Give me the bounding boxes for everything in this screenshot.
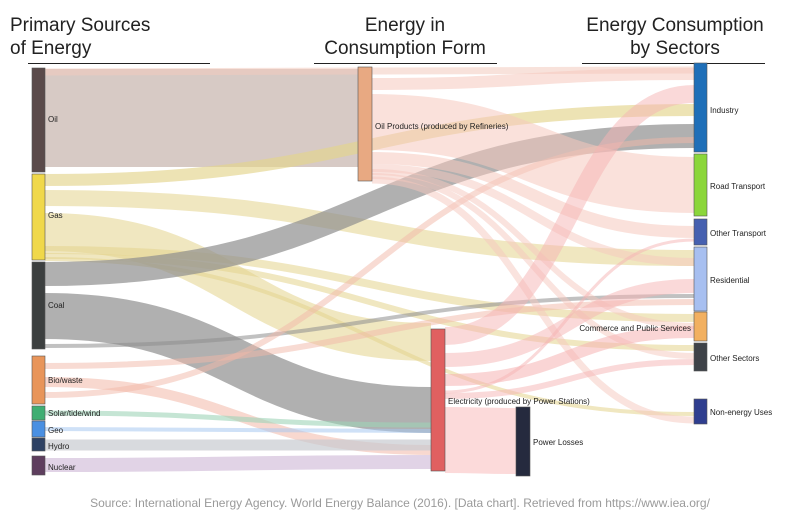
- header-form-line-1: Energy in: [364, 15, 446, 36]
- node-nonenergy: [693, 398, 708, 425]
- flow-oilproducts-to-road: [371, 94, 695, 213]
- labels-layer: Oil Gas Coal Bio/waste Solar/tide/wind Geo Hyd…: [48, 106, 772, 472]
- flow-electricity-to-residential: [444, 279, 695, 367]
- node-label-geo: Geo: [48, 426, 64, 435]
- flow-oilproducts-to-othertransport: [371, 152, 695, 238]
- node-coal: [31, 261, 46, 350]
- node-othertransport: [693, 218, 708, 246]
- flow-electricity-to-losses: [444, 407, 517, 474]
- node-electricity: [430, 328, 446, 472]
- node-oilproducts: [357, 66, 373, 182]
- node-biowaste: [31, 355, 46, 405]
- flow-gas-to-residential: [44, 190, 695, 266]
- node-label-industry: Industry: [710, 106, 738, 115]
- node-gas: [31, 173, 46, 261]
- node-losses: [515, 406, 531, 477]
- node-label-electricity: Electricity (produced by Power Stations): [448, 397, 590, 406]
- flow-oilproducts-to-commerce: [371, 169, 695, 329]
- flow-electricity-to-othertransport: [444, 238, 695, 394]
- node-label-hydro: Hydro: [48, 442, 70, 451]
- node-nuclear: [31, 455, 46, 476]
- header-primary-line-1: Primary Sources: [10, 15, 151, 36]
- node-label-oilproducts: Oil Products (produced by Refineries): [375, 122, 509, 131]
- node-industry: [693, 62, 708, 153]
- flow-oilproducts-to-residential: [371, 164, 695, 266]
- nodes-layer: [31, 62, 708, 477]
- header-consumption-form: Energy in Consumption Form: [300, 14, 510, 60]
- flow-electricity-to-commerce: [444, 326, 695, 386]
- node-label-commerce: Commerce and Public Services: [579, 324, 691, 333]
- node-commerce: [693, 311, 708, 342]
- header-sectors-line-1: Energy Consumption: [586, 15, 764, 36]
- node-label-othertransport: Other Transport: [710, 229, 767, 238]
- node-geo: [31, 420, 46, 438]
- flow-solar-to-electricity: [44, 410, 432, 428]
- header-sectors-underline: [582, 63, 765, 64]
- node-label-nonenergy: Non-energy Uses: [710, 408, 772, 417]
- header-primary-underline: [28, 63, 210, 64]
- node-label-coal: Coal: [48, 301, 65, 310]
- node-road: [693, 153, 708, 217]
- header-sectors-line-2: by Sectors: [630, 38, 720, 59]
- header-primary-sources: Primary Sources of Energy: [10, 14, 165, 60]
- source-note: Source: International Energy Agency. Wor…: [90, 496, 710, 510]
- node-label-othersectors: Other Sectors: [710, 354, 759, 363]
- node-label-solar: Solar/tide/wind: [48, 409, 100, 418]
- node-hydro: [31, 437, 46, 452]
- node-oil: [31, 67, 46, 173]
- flow-electricity-to-industry: [444, 85, 695, 345]
- header-sectors: Energy Consumption by Sectors: [575, 14, 775, 60]
- node-label-losses: Power Losses: [533, 438, 583, 447]
- node-label-gas: Gas: [48, 211, 63, 220]
- node-label-nuclear: Nuclear: [48, 463, 76, 472]
- header-form-underline: [314, 63, 497, 64]
- flow-nuclear-to-electricity: [44, 455, 432, 472]
- node-label-biowaste: Bio/waste: [48, 376, 83, 385]
- flow-geo-to-electricity: [44, 427, 432, 433]
- node-label-residential: Residential: [710, 276, 750, 285]
- header-primary-line-2: of Energy: [10, 38, 92, 59]
- header-form-line-2: Consumption Form: [324, 38, 486, 59]
- node-othersectors: [693, 342, 708, 372]
- flow-coal-to-residential: [44, 294, 695, 348]
- flow-oilproducts-to-industry: [371, 68, 695, 90]
- node-label-road: Road Transport: [710, 182, 766, 191]
- node-solar: [31, 405, 46, 421]
- node-residential: [693, 246, 708, 312]
- node-label-oil: Oil: [48, 115, 58, 124]
- flow-oilproducts-to-nonenergy: [371, 176, 695, 424]
- flow-electricity-to-othersectors: [444, 359, 695, 399]
- flow-coal-to-electricity: [44, 293, 432, 433]
